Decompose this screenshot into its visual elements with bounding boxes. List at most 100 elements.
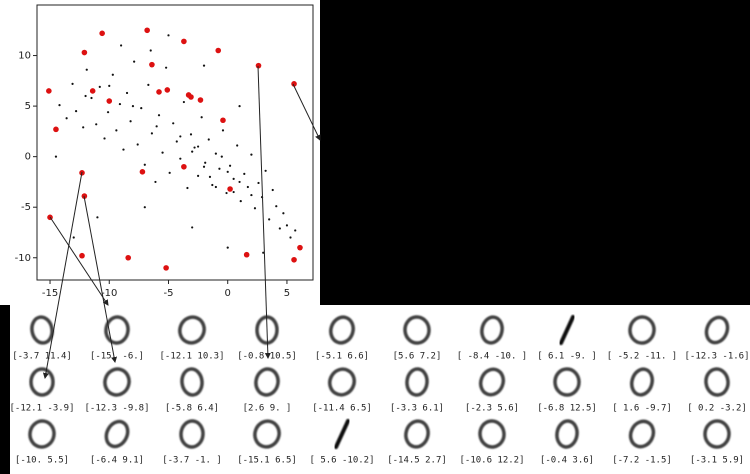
latent-point	[150, 132, 154, 135]
digit-stroke	[704, 315, 730, 345]
latent-point	[168, 171, 171, 174]
sample-label: [-3.7 11.4]	[12, 352, 72, 362]
black-strip	[0, 305, 10, 474]
sample-label: [-6.4 9.1]	[90, 456, 144, 466]
sample-label: [ 6.1 -9. ]	[537, 352, 597, 362]
digit-image	[478, 419, 506, 449]
sample-label: [-12.3 -9.8]	[84, 404, 149, 414]
digit-stroke	[334, 419, 350, 449]
digit-stroke	[255, 315, 279, 345]
digit-image	[559, 315, 575, 345]
latent-point	[98, 85, 101, 88]
latent-point	[289, 236, 292, 239]
sample-point	[46, 88, 52, 94]
sample-point	[79, 252, 85, 259]
sample-label: [ 5.6 -10.2]	[309, 456, 374, 466]
latent-point	[214, 152, 217, 155]
latent-point	[238, 105, 241, 108]
digit-stroke	[628, 315, 656, 345]
sample-point	[125, 254, 132, 261]
latent-point	[191, 226, 194, 229]
latent-point	[182, 100, 185, 104]
latent-point	[275, 205, 278, 208]
sample-point	[243, 251, 250, 258]
digit-stroke	[253, 419, 281, 449]
latent-point	[186, 186, 189, 190]
sample-point	[99, 30, 105, 37]
latent-point	[131, 105, 135, 108]
arrow	[257, 65, 271, 359]
latent-point	[74, 110, 78, 113]
latent-point	[282, 212, 285, 215]
sample-label: [-10.6 12.2]	[459, 456, 524, 466]
sample-point	[227, 186, 233, 192]
sample-label: [-3.7 -1. ]	[162, 456, 222, 466]
sample-point	[291, 81, 297, 87]
sample-label: [-6.8 12.5]	[537, 404, 597, 414]
sample-label: [-5.1 6.6]	[315, 352, 369, 362]
sample-label: [-3.3 6.1]	[390, 404, 444, 414]
digit-image	[334, 419, 350, 449]
sample-label: [-3.1 5.9]	[690, 456, 744, 466]
digit-image	[478, 367, 506, 397]
digit-stroke	[628, 419, 656, 449]
latent-point	[129, 120, 132, 123]
digit-stroke	[404, 419, 430, 449]
digit-stroke	[559, 315, 575, 345]
sample-label: [-12.1 10.3]	[159, 352, 224, 362]
arrow	[42, 171, 83, 379]
latent-point	[232, 177, 235, 180]
x-tick-label: -15	[42, 288, 58, 299]
latent-point	[140, 107, 143, 110]
sample-label: [2.6 9. ]	[243, 404, 292, 414]
digit-image	[104, 419, 130, 449]
latent-point	[85, 68, 88, 71]
digit-stroke	[629, 367, 655, 397]
sample-point	[163, 265, 169, 271]
latent-point	[200, 116, 203, 119]
latent-point	[172, 122, 175, 125]
latent-point	[115, 129, 118, 132]
sample-label: [ 1.6 -9.7]	[612, 404, 672, 414]
sample-label: [-12.3 -1.6]	[684, 352, 749, 362]
sample-label: [-14.5 2.7]	[387, 456, 447, 466]
digit-image	[255, 315, 279, 345]
latent-point	[143, 163, 146, 166]
latent-point	[218, 167, 221, 170]
latent-point	[225, 191, 228, 195]
latent-point	[84, 94, 87, 98]
digit-stroke	[103, 367, 131, 397]
latent-point	[211, 183, 214, 187]
sample-point	[144, 27, 150, 34]
latent-point	[118, 102, 122, 106]
digit-image	[103, 367, 131, 397]
sample-grid: [-3.7 11.4] [-15. -6.] [-12.1 10.3] [-0.8 1…	[9, 315, 750, 466]
sample-label: [-5.8 6.4]	[165, 404, 219, 414]
digit-image	[329, 315, 355, 345]
sample-label: [-12.1 -3.9]	[9, 404, 74, 414]
digit-image	[629, 367, 655, 397]
digit-stroke	[28, 419, 56, 449]
latent-point	[221, 129, 225, 132]
digit-stroke	[478, 367, 506, 397]
digit-stroke	[179, 419, 205, 449]
latent-point	[204, 161, 207, 164]
sample-point	[81, 49, 88, 56]
digit-stroke	[254, 367, 280, 397]
sample-point	[139, 169, 146, 175]
latent-point	[226, 170, 229, 173]
latent-point	[161, 151, 164, 154]
sample-point	[89, 88, 96, 94]
digit-image	[404, 419, 430, 449]
y-tick-label: 5	[25, 101, 31, 112]
digit-image	[178, 315, 206, 345]
sample-point	[297, 244, 303, 251]
digit-stroke	[29, 367, 55, 397]
sample-label: [-7.2 -1.5]	[612, 456, 672, 466]
sample-label: [ -5.2 -11. ]	[607, 352, 677, 362]
sample-point	[149, 61, 155, 68]
latent-point	[147, 83, 150, 86]
digit-stroke	[328, 367, 356, 397]
y-tick-label: -10	[15, 253, 31, 264]
